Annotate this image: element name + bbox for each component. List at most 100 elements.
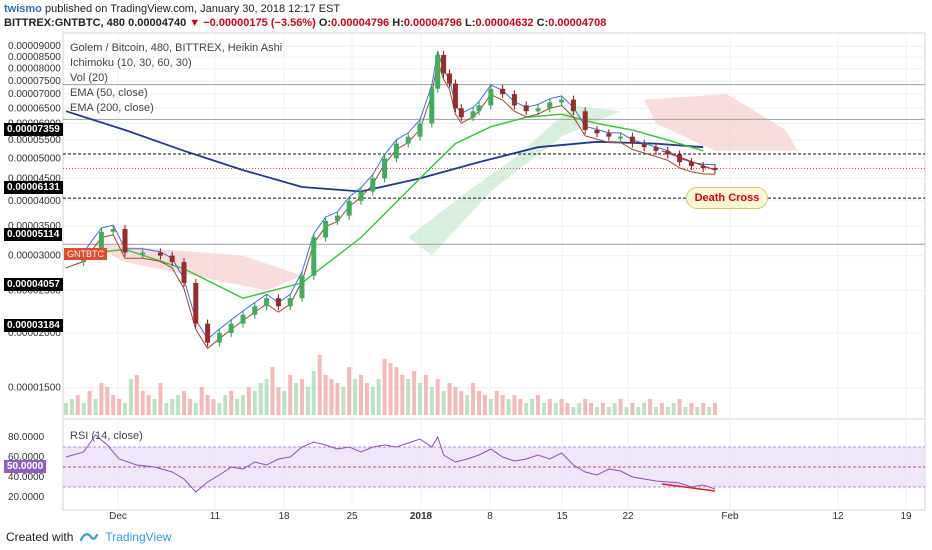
volume-bar xyxy=(524,403,529,415)
volume-bar xyxy=(453,387,458,415)
candle-body xyxy=(393,143,399,159)
candle-body xyxy=(228,323,234,333)
volume-bar xyxy=(152,399,157,415)
ichimoku-cloud-bullish xyxy=(408,105,621,256)
legend-ema50[interactable]: EMA (50, close) xyxy=(70,87,148,99)
candle-body xyxy=(169,255,175,263)
volume-bar xyxy=(689,403,694,415)
volume-bar xyxy=(500,395,505,415)
volume-bar xyxy=(471,383,476,415)
level-tag-5: 0.00003184 xyxy=(4,319,63,332)
price-trendline xyxy=(661,150,716,171)
legend-ema200[interactable]: EMA (200, close) xyxy=(70,102,154,114)
volume-bar xyxy=(81,403,86,415)
tradingview-brand-link[interactable]: TradingView xyxy=(105,530,172,544)
price-tick-label: 0.00004000 xyxy=(8,196,61,207)
volume-bar xyxy=(618,399,623,415)
volume-bar xyxy=(99,383,104,415)
volume-bar xyxy=(382,359,387,415)
price-tick-label: 0.00009000 xyxy=(8,41,61,52)
volume-bar xyxy=(659,403,664,415)
candle-body xyxy=(688,162,694,167)
legend-ichimoku[interactable]: Ichimoku (10, 30, 60, 30) xyxy=(70,57,192,69)
volume-bar xyxy=(412,371,417,415)
volume-bar xyxy=(713,403,717,415)
rsi-legend[interactable]: RSI (14, close) xyxy=(70,430,143,442)
volume-bar xyxy=(547,399,552,415)
volume-bar xyxy=(482,395,487,415)
volume-bar xyxy=(441,391,446,415)
low-label: L: xyxy=(465,17,476,29)
volume-bar xyxy=(642,403,647,415)
tradingview-logo-icon[interactable] xyxy=(79,531,99,543)
volume-bar xyxy=(146,395,151,415)
candle-body xyxy=(712,168,718,171)
candle-body xyxy=(429,88,435,124)
time-tick-label: Feb xyxy=(721,511,739,522)
volume-bar xyxy=(518,399,523,415)
candle-body xyxy=(435,54,441,89)
price-tick-label: 0.00002000 xyxy=(8,328,61,339)
candle-body xyxy=(311,237,317,276)
candle-body xyxy=(181,262,187,283)
volume-bar xyxy=(205,395,210,415)
candle-body xyxy=(334,215,340,221)
candle-body xyxy=(511,94,517,106)
legend-volume[interactable]: Vol (20) xyxy=(70,72,108,84)
time-tick-label: Dec xyxy=(109,511,127,522)
volume-bar xyxy=(671,403,676,415)
candle-body xyxy=(523,105,529,112)
rsi-tick-label: 60.0000 xyxy=(8,452,45,463)
candle-body xyxy=(582,111,588,130)
volume-bar xyxy=(187,399,192,415)
volume-bar xyxy=(595,407,599,415)
volume-bar xyxy=(199,387,204,415)
price-change: −0.00000175 (−3.56%) xyxy=(203,17,316,29)
candle-body xyxy=(405,136,411,144)
candle-body xyxy=(287,298,293,307)
candle-body xyxy=(447,73,452,84)
level-tag-4: 0.00004057 xyxy=(4,278,63,291)
price-tick-label: 0.00001500 xyxy=(8,383,61,394)
volume-bar xyxy=(465,395,470,415)
candle-body xyxy=(140,252,146,255)
low-value: 0.00004632 xyxy=(475,17,534,29)
high-value: 0.00004796 xyxy=(403,17,462,29)
price-tick-label: 0.00008000 xyxy=(8,64,61,75)
candle-body xyxy=(205,323,211,343)
death-cross-annotation[interactable]: Death Cross xyxy=(686,187,768,209)
volume-bar xyxy=(193,403,198,415)
volume-bar xyxy=(559,399,564,415)
candle-body xyxy=(98,231,104,256)
volume-bar xyxy=(488,399,493,415)
candle-body xyxy=(677,154,683,163)
publish-header: twismo published on TradingView.com, Jan… xyxy=(4,3,340,15)
price-tick-label: 0.00003000 xyxy=(8,251,61,262)
volume-bar xyxy=(512,395,517,415)
volume-bar xyxy=(69,399,74,415)
volume-bar xyxy=(388,363,393,415)
volume-bar xyxy=(376,379,381,415)
high-label: H: xyxy=(392,17,404,29)
volume-bar xyxy=(353,379,358,415)
price-tick-label: 0.00003500 xyxy=(8,221,61,232)
volume-bar xyxy=(305,387,310,415)
volume-bar xyxy=(276,387,281,415)
volume-bar xyxy=(630,403,635,415)
candle-body xyxy=(594,129,600,134)
candle-body xyxy=(488,88,494,106)
candle-body xyxy=(370,178,376,192)
rsi-divergence-trendline xyxy=(661,483,716,492)
volume-bar xyxy=(311,371,316,415)
rsi-line xyxy=(65,434,716,493)
created-with-label: Created with xyxy=(6,530,74,544)
volume-bar xyxy=(288,375,293,415)
volume-bar xyxy=(182,391,186,415)
candle-body xyxy=(629,136,635,144)
author-link[interactable]: twismo xyxy=(4,3,42,15)
close-label: C: xyxy=(536,17,549,29)
time-tick-label: 18 xyxy=(278,511,290,522)
legend-title: Golem / Bitcoin, 480, BITTREX, Heikin As… xyxy=(70,42,283,54)
candle-body xyxy=(559,99,565,103)
